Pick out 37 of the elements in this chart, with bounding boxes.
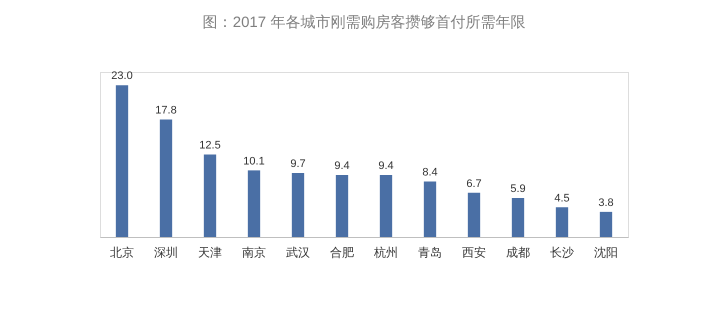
- bar: [380, 174, 392, 237]
- bar: [424, 182, 436, 237]
- data-label: 6.7: [466, 178, 482, 190]
- data-label: 12.5: [199, 140, 221, 152]
- data-label: 9.4: [378, 160, 394, 172]
- x-tick-label: 西安: [462, 246, 486, 260]
- x-tick-label: 南京: [242, 246, 266, 260]
- chart-title: 图：2017 年各城市刚需购房客攒够首付所需年限: [202, 14, 526, 32]
- data-label: 8.4: [422, 166, 438, 179]
- bar: [556, 207, 568, 237]
- x-tick-label: 杭州: [373, 246, 398, 260]
- x-tick-label: 沈阳: [594, 246, 618, 260]
- bar: [468, 192, 480, 237]
- bar: [292, 172, 304, 237]
- data-label: 17.8: [155, 104, 177, 117]
- x-tick-label: 武汉: [286, 246, 310, 260]
- data-label: 4.5: [554, 192, 570, 204]
- x-tick-label: 长沙: [550, 246, 574, 260]
- bar: [600, 212, 612, 237]
- x-tick-label: 青岛: [418, 246, 442, 260]
- x-tick-label: 合肥: [330, 246, 354, 260]
- bar: [204, 154, 216, 237]
- data-label: 3.8: [598, 196, 614, 209]
- bar: [116, 85, 128, 237]
- bar: [248, 170, 260, 237]
- data-label: 10.1: [243, 155, 265, 168]
- bar: [160, 120, 172, 237]
- x-tick-label: 深圳: [154, 246, 178, 260]
- bar: [336, 174, 348, 237]
- bar: [512, 198, 524, 237]
- data-label: 23.0: [111, 70, 133, 82]
- data-label: 9.7: [290, 158, 306, 170]
- data-label: 5.9: [510, 183, 526, 196]
- x-tick-label: 成都: [506, 246, 530, 260]
- x-tick-label: 天津: [198, 246, 222, 260]
- x-tick-label: 北京: [110, 246, 134, 260]
- data-label: 9.4: [334, 160, 350, 172]
